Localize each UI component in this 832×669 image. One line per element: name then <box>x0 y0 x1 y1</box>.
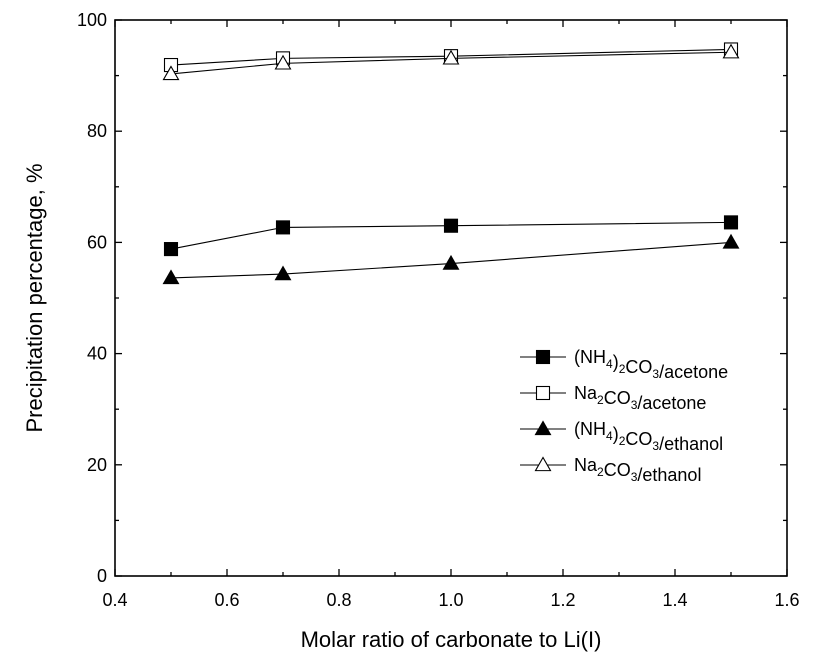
legend-item: Na2CO3/ethanol <box>520 455 701 485</box>
data-point <box>162 65 180 81</box>
legend-label: Na2CO3/ethanol <box>574 455 701 485</box>
legend-label: Na2CO3/acetone <box>574 383 706 413</box>
legend-marker <box>535 349 551 365</box>
series-line <box>170 48 732 66</box>
plot-border <box>114 19 788 577</box>
legend-label: (NH4)2CO3/ethanol <box>574 419 723 454</box>
legend-marker <box>535 385 551 401</box>
data-point <box>162 269 180 285</box>
y-axis-ticks: 0 20 40 60 80 100 <box>77 10 787 586</box>
legend-marker <box>534 420 552 436</box>
x-tick-label: 1.0 <box>438 590 463 610</box>
legend-item: (NH4)2CO3/ethanol <box>520 419 723 454</box>
data-point <box>274 54 292 70</box>
series-layer <box>162 42 740 285</box>
x-tick-label: 1.4 <box>662 590 687 610</box>
data-point <box>443 218 459 233</box>
data-point <box>442 49 460 65</box>
y-tick-label: 80 <box>87 121 107 141</box>
series-line <box>170 51 732 75</box>
data-point <box>722 43 740 59</box>
legend-item: Na2CO3/acetone <box>520 383 706 413</box>
series-line <box>170 241 732 279</box>
data-point <box>442 254 460 270</box>
data-point <box>275 220 291 235</box>
data-point <box>723 215 739 230</box>
y-tick-label: 60 <box>87 232 107 252</box>
legend-marker <box>534 456 552 472</box>
series-3 <box>162 43 740 81</box>
legend-label: (NH4)2CO3/acetone <box>574 347 728 382</box>
x-axis-ticks: 0.4 0.6 0.8 1.0 1.2 1.4 1.6 <box>102 20 800 610</box>
series-0 <box>163 215 739 257</box>
series-2 <box>162 233 740 285</box>
data-point <box>722 233 740 249</box>
y-tick-label: 40 <box>87 344 107 364</box>
y-tick-label: 0 <box>97 566 107 586</box>
x-tick-label: 0.6 <box>214 590 239 610</box>
y-axis-title: Precipitation percentage, % <box>22 163 47 432</box>
x-tick-label: 0.4 <box>102 590 127 610</box>
x-tick-label: 0.8 <box>326 590 351 610</box>
legend-item: (NH4)2CO3/acetone <box>520 347 728 382</box>
data-point <box>274 265 292 281</box>
series-line <box>170 221 732 250</box>
data-point <box>163 242 179 257</box>
plot-frame <box>114 19 788 577</box>
y-tick-label: 100 <box>77 10 107 30</box>
x-axis-title: Molar ratio of carbonate to Li(I) <box>301 627 602 652</box>
x-tick-label: 1.2 <box>550 590 575 610</box>
y-tick-label: 20 <box>87 455 107 475</box>
x-tick-label: 1.6 <box>774 590 799 610</box>
